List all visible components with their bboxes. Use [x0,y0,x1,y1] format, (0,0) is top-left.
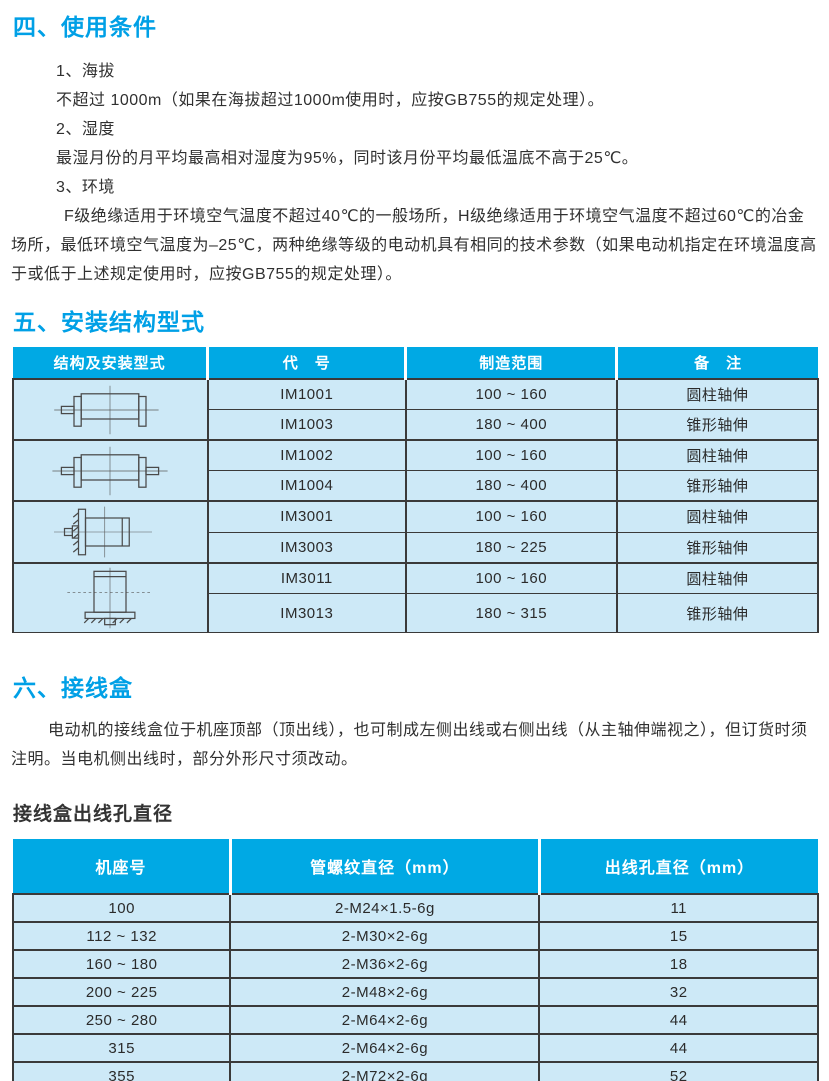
frame-cell: 315 [11,1033,232,1063]
note-cell: 圆柱轴伸 [615,562,820,594]
column-header-range: 制造范围 [404,347,617,380]
environment-text: F级绝缘适用于环境空气温度不超过40℃的一般场所，H级绝缘适用于环境空气温度不超… [11,208,817,283]
note-cell: 圆柱轴伸 [615,439,820,471]
code-cell: IM1003 [206,409,407,441]
column-header-code: 代 号 [206,347,406,380]
frame-cell: 355 [11,1061,232,1081]
section4-title: 四、使用条件 [13,14,157,40]
hole-cell: 11 [538,893,819,923]
thread-cell: 2-M64×2-6g [229,1005,541,1035]
table-row: IM3001 100 ~ 160 圆柱轴伸 [12,500,820,564]
column-header-frame: 机座号 [13,839,231,895]
range-cell: 180 ~ 400 [404,470,618,502]
range-cell: 100 ~ 160 [404,500,618,533]
flange-mounted-horizontal-icon [54,506,153,558]
table-row: IM1002 100 ~ 160 圆柱轴伸 [12,439,820,502]
mounting-group-im3001: IM3001 100 ~ 160 圆柱轴伸 IM3003 180 ~ 225 锥… [12,500,820,564]
code-cell: IM3003 [206,531,407,564]
hole-cell: 52 [538,1061,819,1081]
frame-cell: 160 ~ 180 [11,949,232,979]
table-row: IM3013 180 ~ 315 锥形轴伸 [13,593,820,633]
code-cell: IM1002 [206,439,407,471]
mounting-group-im1002: IM1002 100 ~ 160 圆柱轴伸 IM1004 180 ~ 400 锥… [12,439,820,502]
table-row: 250 ~ 280 2-M64×2-6g 44 [11,1005,819,1035]
altitude-label: 1、海拔 [56,63,115,80]
table-header-row: 机座号 管螺纹直径（mm） 出线孔直径（mm） [13,839,818,895]
column-header-thread: 管螺纹直径（mm） [228,839,540,895]
note-cell: 锥形轴伸 [615,593,820,633]
thread-cell: 2-M24×1.5-6g [229,893,541,923]
thread-cell: 2-M48×2-6g [229,977,541,1007]
hole-cell: 18 [538,949,819,979]
column-header-hole: 出线孔直径（mm） [537,839,818,895]
table-row: 200 ~ 225 2-M48×2-6g 32 [11,977,819,1007]
hole-cell: 32 [538,977,819,1007]
frame-cell: 112 ~ 132 [11,921,232,951]
section5-title: 五、安装结构型式 [13,309,205,335]
table-row: 160 ~ 180 2-M36×2-6g 18 [11,949,819,979]
range-cell: 180 ~ 315 [404,593,618,633]
environment-label: 3、环境 [56,179,115,196]
altitude-text: 不超过 1000m（如果在海拔超过1000m使用时，应按GB755的规定处理）。 [56,92,605,109]
table-row: 100 2-M24×1.5-6g 11 [11,893,819,923]
note-cell: 圆柱轴伸 [615,500,820,533]
hole-cell: 44 [538,1005,819,1035]
code-cell: IM3011 [206,562,407,594]
note-cell: 锥形轴伸 [615,531,820,564]
thread-cell: 2-M64×2-6g [229,1033,541,1063]
mounting-structure-table: 结构及安装型式 代 号 制造范围 备 注 IM100 [12,347,820,633]
vertical-flange-mounted-icon [67,567,154,629]
foot-mounted-single-shaft-icon [54,385,159,434]
outlet-hole-subtitle: 接线盒出线孔直径 [13,804,174,825]
range-cell: 180 ~ 225 [404,531,618,564]
mounting-group-im3011: IM3011 100 ~ 160 圆柱轴伸 IM3013 180 ~ 315 锥… [12,562,820,633]
diagram-cell [12,500,209,564]
note-cell: 圆柱轴伸 [615,378,820,410]
thread-cell: 2-M36×2-6g [229,949,541,979]
diagram-cell [12,562,209,633]
foot-mounted-double-shaft-icon [52,446,168,495]
diagram-cell [12,378,209,441]
frame-cell: 100 [11,893,232,923]
hole-cell: 15 [538,921,819,951]
range-cell: 180 ~ 400 [404,409,618,441]
humidity-text: 最湿月份的月平均最高相对湿度为95%，同时该月份平均最低温底不高于25℃。 [56,150,639,167]
note-cell: 锥形轴伸 [615,409,820,441]
thread-cell: 2-M72×2-6g [229,1061,541,1081]
note-cell: 锥形轴伸 [615,470,820,502]
code-cell: IM1001 [206,378,407,410]
thread-cell: 2-M30×2-6g [229,921,541,951]
humidity-label: 2、湿度 [56,121,115,138]
table-row: IM3011 100 ~ 160 圆柱轴伸 [12,562,820,633]
hole-cell: 44 [538,1033,819,1063]
table-header-row: 结构及安装型式 代 号 制造范围 备 注 [13,347,818,380]
section6-title: 六、接线盒 [13,675,133,701]
terminal-box-text: 电动机的接线盒位于机座顶部（顶出线），也可制成左侧出线或右侧出线（从主轴伸端视之… [11,722,808,768]
code-cell: IM3013 [206,593,407,633]
table-row: 112 ~ 132 2-M30×2-6g 15 [11,921,819,951]
range-cell: 100 ~ 160 [404,378,618,410]
diagram-cell [12,439,209,502]
range-cell: 100 ~ 160 [404,562,618,594]
table-row: 355 2-M72×2-6g 52 [11,1061,819,1081]
table-row: IM1001 100 ~ 160 圆柱轴伸 [12,378,820,441]
mounting-group-im1001: IM1001 100 ~ 160 圆柱轴伸 IM1003 180 ~ 400 锥… [12,378,820,441]
column-header-note: 备 注 [615,347,818,380]
column-header-structure: 结构及安装型式 [13,347,208,380]
frame-cell: 250 ~ 280 [11,1005,232,1035]
code-cell: IM3001 [206,500,407,533]
table-row: IM1003 180 ~ 400 锥形轴伸 [13,409,820,441]
table-row: 315 2-M64×2-6g 44 [11,1033,819,1063]
outlet-hole-table: 机座号 管螺纹直径（mm） 出线孔直径（mm） 100 2-M24×1.5-6g… [11,839,819,1081]
frame-cell: 200 ~ 225 [11,977,232,1007]
range-cell: 100 ~ 160 [404,439,618,471]
code-cell: IM1004 [206,470,407,502]
